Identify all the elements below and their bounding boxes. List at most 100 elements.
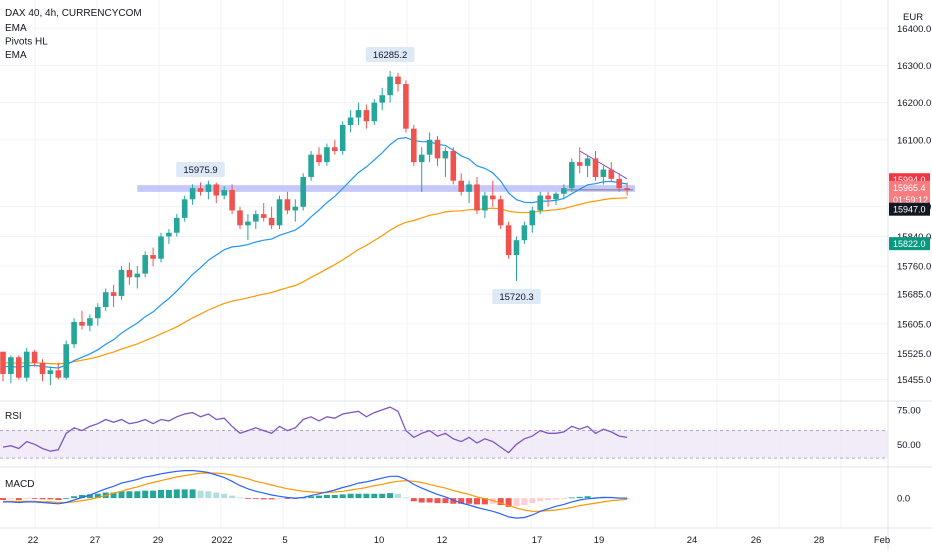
price-tag-box [889, 237, 930, 251]
candle [450, 147, 457, 185]
candle-body [442, 150, 449, 159]
candle [521, 221, 528, 244]
price-tick-label: 16400.0 [897, 24, 931, 35]
candle-body [592, 158, 599, 177]
candle-body [213, 184, 220, 196]
candle [426, 132, 433, 163]
candle [292, 199, 299, 222]
candle [308, 150, 314, 181]
candle-body [434, 139, 441, 159]
candle-body [158, 236, 164, 259]
candle [39, 359, 46, 382]
candle [158, 232, 164, 263]
macd-histogram-bar [63, 498, 70, 499]
time-tick-label: 17 [532, 535, 543, 546]
macd-histogram-bar [126, 491, 133, 499]
candle [102, 288, 109, 311]
candle-body [79, 321, 85, 326]
candle-body [316, 154, 322, 163]
macd-histogram-bar [331, 495, 338, 499]
macd-histogram-bar [7, 498, 14, 500]
time-tick-label: 29 [153, 535, 164, 546]
macd-histogram-bar [221, 493, 228, 499]
candle [347, 110, 354, 133]
macd-histogram-bar [513, 498, 520, 507]
candle [126, 262, 133, 285]
macd-histogram-bar [434, 498, 441, 504]
candle [197, 182, 204, 196]
candle [466, 180, 472, 203]
candle [387, 70, 393, 103]
macd-histogram-bar [197, 490, 204, 499]
candle-body [395, 76, 401, 85]
macd-histogram-bar [252, 498, 259, 499]
macd-histogram-bar [244, 498, 251, 499]
candle-body [284, 199, 291, 211]
candle-body [87, 318, 93, 326]
time-tick-label: 12 [437, 535, 448, 546]
candle [16, 355, 22, 380]
candle-body [174, 217, 180, 233]
candle [339, 121, 346, 155]
candle-body [118, 269, 125, 296]
candle-body [16, 357, 22, 378]
pivot-label: 15720.3 [492, 288, 541, 304]
candle-body [292, 206, 299, 211]
pivot-label-box [365, 46, 415, 62]
macd-pane: MACD 0.0 [0, 470, 910, 519]
candle [363, 104, 370, 129]
candle-body [95, 307, 101, 319]
candle-body [379, 95, 385, 103]
candle-body [505, 225, 512, 256]
candle [268, 206, 275, 230]
candle [134, 266, 141, 289]
candle [0, 351, 6, 382]
macd-histogram-bar [576, 496, 583, 499]
rsi-pane: RSI 75.00 50.00 [0, 405, 921, 459]
candle [529, 206, 536, 233]
macd-histogram-bar [15, 498, 22, 500]
candle [87, 314, 93, 332]
macd-histogram-bar [276, 498, 283, 499]
candle-body [276, 199, 283, 226]
macd-histogram-bar [134, 491, 141, 499]
candle [561, 184, 567, 200]
time-tick-label: Feb [874, 535, 890, 546]
macd-histogram-bar [71, 496, 78, 499]
candle-body [197, 188, 204, 192]
price-tick-label: 16100.0 [897, 135, 931, 146]
price-tick-label: 15455.0 [897, 375, 931, 386]
candle [324, 143, 330, 166]
macd-histogram-bar [323, 495, 330, 499]
candle [458, 173, 464, 196]
macd-histogram-bar [308, 496, 315, 499]
macd-histogram-bar [402, 497, 409, 499]
candle [23, 347, 30, 382]
macd-histogram-bar [86, 494, 93, 499]
price-tag-text: 15994.0 [893, 175, 926, 185]
rsi-tick-label: 75.00 [897, 405, 921, 416]
price-tag-countdown: 01:59:12 [893, 195, 928, 205]
macd-histogram-bar [426, 498, 433, 503]
time-tick-label: 26 [751, 535, 762, 546]
candle [513, 236, 520, 281]
macd-histogram-bar [339, 494, 346, 499]
macd-title: MACD [5, 479, 34, 490]
price-tick-label: 15605.0 [897, 319, 931, 330]
candle-body [134, 273, 141, 278]
candle-body [166, 232, 172, 237]
macd-histogram-bar [31, 498, 38, 499]
candle-body [600, 169, 607, 177]
candle-body [363, 110, 370, 122]
macd-histogram-bar [110, 492, 117, 499]
candle-body [561, 188, 567, 194]
candle [608, 162, 615, 181]
candle [181, 195, 188, 222]
price-tag-box [889, 180, 930, 207]
macd-histogram-bar [0, 498, 6, 500]
support-zone [137, 185, 636, 192]
macd-histogram-bar [450, 498, 457, 504]
candle [229, 184, 235, 215]
